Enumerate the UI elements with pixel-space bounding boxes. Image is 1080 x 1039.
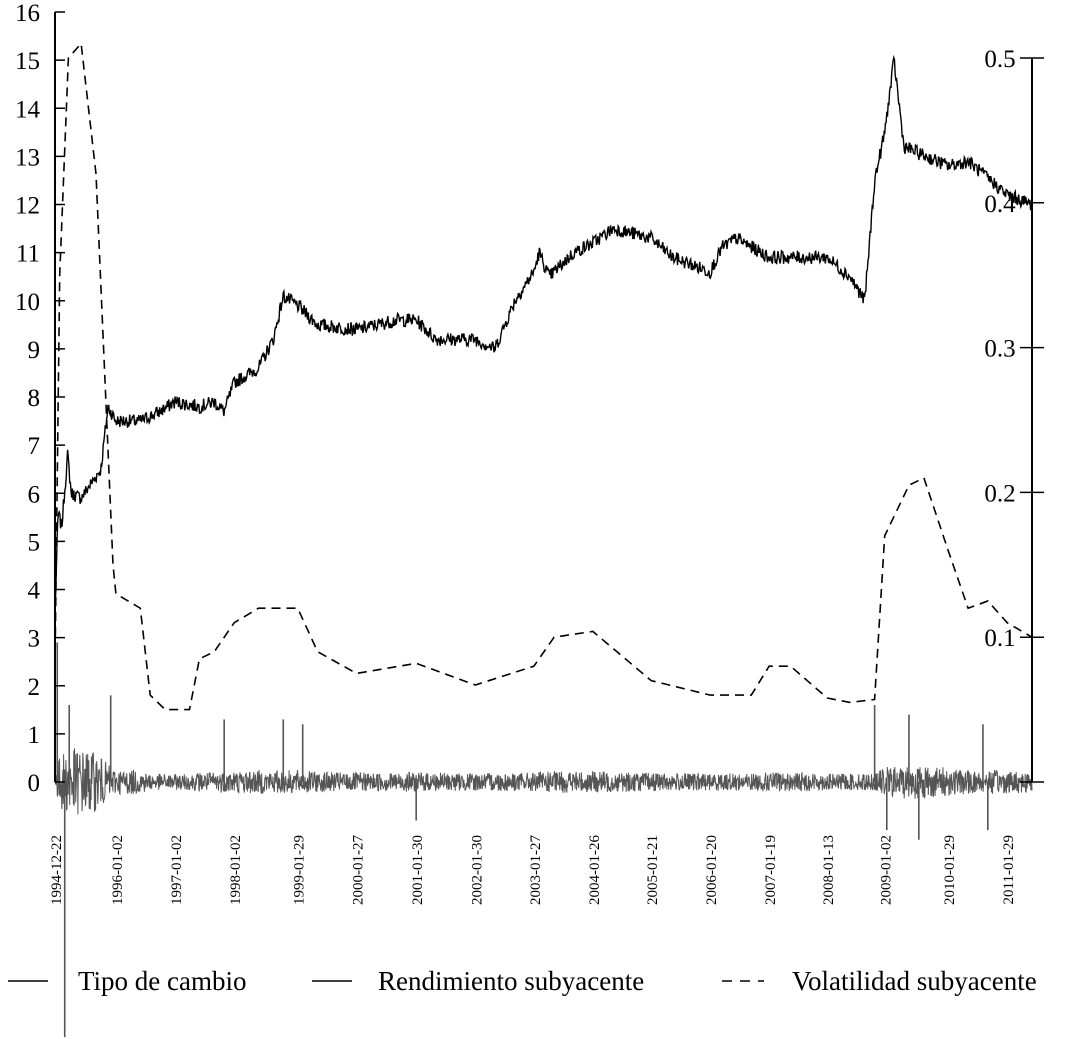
y-left-tick-label: 0 xyxy=(28,770,41,797)
y-left-tick-label: 8 xyxy=(28,385,41,412)
x-tick-label: 1994-12-22 xyxy=(49,835,65,905)
x-tick-label: 2010-01-29 xyxy=(942,835,958,905)
y-left-tick-label: 1 xyxy=(28,722,41,749)
x-tick-label: 1998-01-02 xyxy=(228,835,244,905)
x-tick-label: 2004-01-26 xyxy=(587,835,603,905)
legend-label: Rendimiento subyacente xyxy=(378,966,644,996)
y-left-tick-label: 5 xyxy=(28,529,41,556)
line-tipo-de-cambio xyxy=(54,54,1033,613)
x-tick-label: 2008-01-13 xyxy=(821,835,837,905)
y-left-tick-label: 6 xyxy=(28,481,41,508)
y-right-tick-label: 0.5 xyxy=(984,46,1015,73)
series-rendimiento-subyacente xyxy=(54,642,1033,1038)
y-left-tick-label: 4 xyxy=(28,578,41,605)
plot-area xyxy=(54,41,1033,1038)
series-tipo-de-cambio xyxy=(54,54,1033,613)
line-volatilidad-subyacente xyxy=(54,41,1033,711)
y-left-tick-label: 2 xyxy=(28,674,41,701)
x-tick-label: 2000-01-27 xyxy=(350,835,366,905)
y-right-tick-label: 0.4 xyxy=(984,191,1016,218)
line-rendimiento-subyacente xyxy=(54,748,1033,815)
x-tick-label: 2002-01-30 xyxy=(469,835,485,905)
y-right-tick-label: 0.3 xyxy=(984,336,1015,363)
x-tick-label: 2011-01-29 xyxy=(1001,835,1017,904)
y-left-tick-label: 7 xyxy=(28,433,41,460)
x-tick-label: 2001-01-30 xyxy=(410,835,426,905)
y-left-tick-label: 16 xyxy=(15,0,40,27)
y-left-tick-label: 12 xyxy=(15,193,40,220)
x-tick-label: 2009-01-02 xyxy=(879,835,895,905)
x-tick-label: 1996-01-02 xyxy=(110,835,126,905)
x-tick-label: 2006-01-20 xyxy=(704,835,720,905)
x-tick-label: 2007-01-19 xyxy=(763,835,779,905)
legend-label: Tipo de cambio xyxy=(78,966,247,996)
y-left-tick-label: 14 xyxy=(15,96,41,123)
x-axis: 1994-12-22 1996-01-02 1997-01-02 1998-01-02… xyxy=(49,835,1017,905)
y-left-tick-label: 11 xyxy=(16,241,40,268)
y-right-tick-label: 0.2 xyxy=(984,480,1015,507)
x-tick-label: 2003-01-27 xyxy=(528,835,544,905)
y-left-tick-label: 13 xyxy=(15,144,40,171)
x-tick-label: 2005-01-21 xyxy=(645,835,661,905)
legend-label: Volatilidad subyacente xyxy=(792,966,1037,996)
y-axis-right: 0.1 0.2 0.3 0.4 0.5 xyxy=(984,46,1044,783)
legend: Tipo de cambio Rendimiento subyacente Vola… xyxy=(8,966,1037,996)
x-tick-label: 1999-01-29 xyxy=(292,835,308,905)
series-volatilidad-subyacente xyxy=(54,41,1033,711)
y-left-tick-label: 15 xyxy=(15,48,40,75)
x-tick-label: 1997-01-02 xyxy=(169,835,185,905)
y-left-tick-label: 9 xyxy=(28,337,41,364)
y-right-tick-label: 0.1 xyxy=(984,625,1015,652)
y-left-tick-label: 10 xyxy=(15,289,40,316)
y-left-tick-label: 3 xyxy=(28,626,41,653)
